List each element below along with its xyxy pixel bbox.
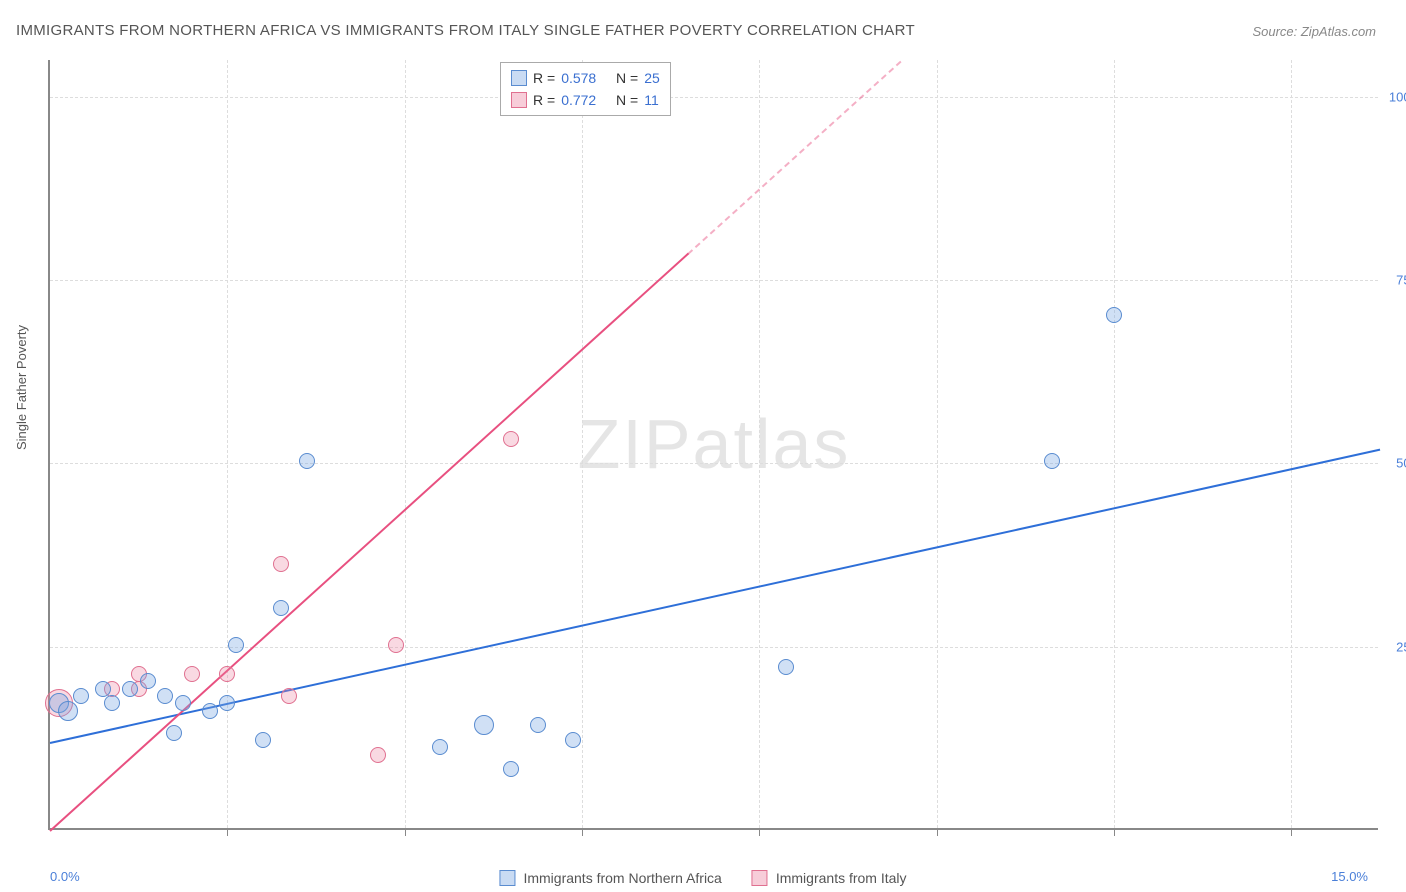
gridline-vertical — [405, 60, 406, 828]
x-tick — [405, 828, 406, 836]
y-tick-label: 75.0% — [1396, 273, 1406, 288]
legend-item-series1: Immigrants from Northern Africa — [499, 870, 721, 886]
y-tick-label: 100.0% — [1389, 89, 1406, 104]
watermark: ZIPatlas — [578, 404, 851, 484]
source-attribution: Source: ZipAtlas.com — [1252, 24, 1376, 39]
x-tick — [1291, 828, 1292, 836]
r-value-series1: 0.578 — [561, 67, 596, 89]
data-point — [202, 703, 218, 719]
data-point — [299, 453, 315, 469]
regression-line — [688, 60, 902, 254]
data-point — [503, 431, 519, 447]
data-point — [140, 673, 156, 689]
data-point — [1044, 453, 1060, 469]
data-point — [219, 695, 235, 711]
data-point — [95, 681, 111, 697]
gridline-vertical — [1114, 60, 1115, 828]
data-point — [432, 739, 448, 755]
gridline-horizontal — [50, 280, 1378, 281]
x-tick — [759, 828, 760, 836]
data-point — [503, 761, 519, 777]
data-point — [255, 732, 271, 748]
x-tick — [582, 828, 583, 836]
regression-line — [50, 449, 1380, 744]
regression-line — [49, 253, 689, 832]
gridline-vertical — [759, 60, 760, 828]
data-point — [219, 666, 235, 682]
x-tick — [1114, 828, 1115, 836]
legend-label-series2: Immigrants from Italy — [776, 870, 907, 886]
legend: Immigrants from Northern Africa Immigran… — [499, 870, 906, 886]
gridline-horizontal — [50, 463, 1378, 464]
x-tick — [227, 828, 228, 836]
data-point — [565, 732, 581, 748]
chart-title: IMMIGRANTS FROM NORTHERN AFRICA VS IMMIG… — [16, 22, 915, 39]
plot-area: ZIPatlas 25.0%50.0%75.0%100.0% — [48, 60, 1378, 830]
swatch-series1 — [511, 70, 527, 86]
data-point — [104, 695, 120, 711]
data-point — [273, 556, 289, 572]
data-point — [778, 659, 794, 675]
x-axis-min-label: 0.0% — [50, 869, 80, 884]
gridline-horizontal — [50, 97, 1378, 98]
swatch-series1 — [499, 870, 515, 886]
data-point — [184, 666, 200, 682]
gridline-vertical — [1291, 60, 1292, 828]
r-value-series2: 0.772 — [561, 89, 596, 111]
data-point — [1106, 307, 1122, 323]
n-label: N = — [616, 89, 638, 111]
swatch-series2 — [511, 92, 527, 108]
data-point — [281, 688, 297, 704]
data-point — [157, 688, 173, 704]
stat-row-series1: R = 0.578 N = 25 — [511, 67, 660, 89]
r-label: R = — [533, 67, 555, 89]
gridline-vertical — [227, 60, 228, 828]
y-axis-label: Single Father Poverty — [14, 325, 29, 450]
correlation-stats-box: R = 0.578 N = 25 R = 0.772 N = 11 — [500, 62, 671, 116]
stat-row-series2: R = 0.772 N = 11 — [511, 89, 660, 111]
data-point — [166, 725, 182, 741]
gridline-vertical — [937, 60, 938, 828]
data-point — [474, 715, 494, 735]
y-tick-label: 25.0% — [1396, 639, 1406, 654]
x-axis-max-label: 15.0% — [1331, 869, 1368, 884]
data-point — [530, 717, 546, 733]
data-point — [370, 747, 386, 763]
legend-label-series1: Immigrants from Northern Africa — [523, 870, 721, 886]
data-point — [388, 637, 404, 653]
n-value-series2: 11 — [644, 89, 659, 111]
data-point — [228, 637, 244, 653]
data-point — [122, 681, 138, 697]
data-point — [58, 701, 78, 721]
swatch-series2 — [752, 870, 768, 886]
gridline-vertical — [582, 60, 583, 828]
data-point — [73, 688, 89, 704]
data-point — [273, 600, 289, 616]
data-point — [175, 695, 191, 711]
n-value-series1: 25 — [644, 67, 660, 89]
x-tick — [937, 828, 938, 836]
y-tick-label: 50.0% — [1396, 456, 1406, 471]
gridline-horizontal — [50, 647, 1378, 648]
legend-item-series2: Immigrants from Italy — [752, 870, 907, 886]
n-label: N = — [616, 67, 638, 89]
r-label: R = — [533, 89, 555, 111]
